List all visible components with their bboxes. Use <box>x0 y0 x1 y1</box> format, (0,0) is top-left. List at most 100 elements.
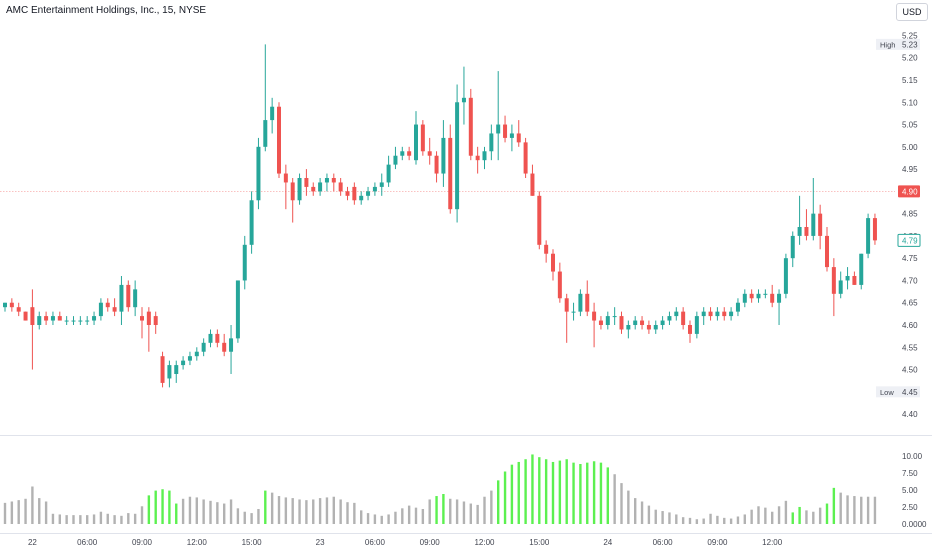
candle-body <box>146 311 151 325</box>
volume-bar <box>784 500 788 524</box>
candle-body <box>441 137 446 174</box>
high-value: 5.23 <box>902 40 918 49</box>
candle-body <box>407 151 412 156</box>
candle-body <box>838 280 843 294</box>
candle-body <box>503 124 508 138</box>
volume-bar <box>257 509 260 524</box>
volume-bar <box>175 503 178 524</box>
volume-bar <box>531 454 534 524</box>
candle-body <box>729 311 734 317</box>
volume-bar <box>298 499 301 524</box>
volume-bar <box>764 507 767 524</box>
candle-body <box>187 356 192 361</box>
candle-body <box>564 298 569 312</box>
candle-body <box>735 302 740 312</box>
volume-bar <box>161 489 164 524</box>
volume-bar <box>586 462 589 524</box>
candle-body <box>9 302 14 308</box>
volume-bar <box>544 459 548 524</box>
candle-body <box>37 316 42 325</box>
volume-bar <box>120 515 123 524</box>
candle-body <box>283 173 288 183</box>
volume-bar <box>606 467 609 524</box>
volume-bar <box>551 461 555 524</box>
volume-bar <box>812 511 815 524</box>
volume-bar <box>750 509 753 524</box>
candle-body <box>646 325 651 330</box>
volume-bar <box>620 483 623 524</box>
volume-bar <box>380 515 383 524</box>
low-badge <box>876 386 920 398</box>
candle-body <box>249 200 254 245</box>
volume-bar <box>558 460 562 524</box>
candle-body <box>516 133 521 143</box>
candle-body <box>694 316 699 334</box>
volume-bar <box>627 490 630 524</box>
volume-bar <box>709 513 712 524</box>
candle-body <box>352 186 357 201</box>
candle-body <box>311 186 316 192</box>
volume-bar <box>805 510 808 524</box>
candle-body <box>235 280 240 339</box>
candle-body <box>544 244 549 254</box>
candle-body <box>318 182 323 192</box>
volume-bar <box>401 508 404 524</box>
candle-body <box>16 307 21 312</box>
volume-bar <box>524 459 527 524</box>
volume-bar <box>428 499 431 524</box>
candle-body <box>181 360 186 366</box>
volume-bar <box>10 501 14 524</box>
volume-bar <box>346 502 349 524</box>
volume-bar <box>373 514 377 524</box>
candle-body <box>551 253 555 272</box>
candle-body <box>681 311 686 325</box>
candle-body <box>126 284 131 308</box>
candle-body <box>414 124 418 161</box>
candle-body <box>619 316 624 330</box>
candle-body <box>229 338 234 352</box>
candle-body <box>825 235 829 268</box>
volume-tick-label: 5.00 <box>902 486 918 495</box>
volume-bar <box>407 505 411 524</box>
candle-body <box>174 365 179 374</box>
candle-body <box>804 227 809 236</box>
time-tick-label: 15:00 <box>242 538 263 547</box>
candle-body <box>509 133 514 138</box>
price-tick-label: 5.15 <box>902 76 918 85</box>
volume-tick-label: 2.50 <box>902 503 918 512</box>
volume-bar <box>270 492 274 524</box>
candle-body <box>30 307 35 325</box>
candle-body <box>770 293 775 303</box>
volume-bar <box>325 497 329 524</box>
volume-bar <box>469 503 472 524</box>
time-tick-label: 23 <box>316 538 325 547</box>
candle-body <box>208 333 213 343</box>
volume-bar <box>223 503 226 524</box>
volume-bar <box>113 515 116 524</box>
candle-body <box>756 293 761 299</box>
price-tick-label: 4.40 <box>902 410 918 419</box>
volume-bar <box>579 464 582 524</box>
volume-bar <box>394 511 397 524</box>
volume-bar <box>490 490 493 524</box>
time-tick-label: 15:00 <box>529 538 550 547</box>
volume-bar <box>846 495 849 524</box>
volume-bar <box>736 516 740 524</box>
volume-bar <box>147 495 151 524</box>
volume-bar <box>798 506 801 524</box>
candle-body <box>331 178 336 183</box>
currency-button[interactable]: USD <box>896 3 928 21</box>
volume-bar <box>332 496 335 524</box>
high-badge <box>876 38 920 50</box>
candle-body <box>153 316 158 325</box>
candle-body <box>612 316 617 318</box>
candle-body <box>50 316 55 321</box>
volume-bar <box>634 498 637 524</box>
candle-body <box>708 311 713 317</box>
time-tick-label: 09:00 <box>420 538 441 547</box>
volume-bar <box>688 517 692 524</box>
candle-body <box>811 213 816 236</box>
candle-body <box>496 124 501 134</box>
